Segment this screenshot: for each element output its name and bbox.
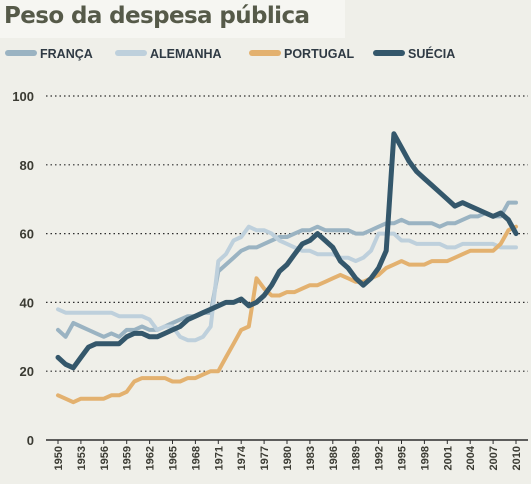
y-tick-label: 100 xyxy=(12,89,34,104)
x-tick-label: 1989 xyxy=(351,446,363,470)
legend-label-suécia: SUÉCIA xyxy=(408,46,455,61)
y-axis-ticks: 0 20 40 60 80 100 xyxy=(12,89,34,448)
x-tick-label: 1986 xyxy=(328,446,340,470)
x-tick-label: 1974 xyxy=(236,445,248,470)
gridlines xyxy=(46,95,528,441)
x-tick-label: 1977 xyxy=(259,446,271,470)
series-line-portugal xyxy=(56,224,518,405)
y-tick-label: 0 xyxy=(27,433,34,448)
title-band xyxy=(0,0,345,38)
legend-label-portugal: PORTUGAL xyxy=(284,47,355,61)
x-tick-label: 1959 xyxy=(122,446,134,470)
series-line-alemanha xyxy=(56,224,518,343)
legend-label-alemanha: ALEMANHA xyxy=(150,47,222,61)
x-tick-label: 1953 xyxy=(76,446,88,470)
x-axis-ticks: 1950 1953 1956 1959 1962 1965 1968 1971 1974 1977… xyxy=(53,440,523,470)
x-tick-label: 1998 xyxy=(419,446,431,470)
y-tick-label: 80 xyxy=(20,158,34,173)
x-tick-label: 1980 xyxy=(282,446,294,470)
y-tick-label: 20 xyxy=(20,364,34,379)
x-tick-label: 1968 xyxy=(190,446,202,470)
x-tick-label: 1983 xyxy=(305,446,317,470)
y-tick-label: 60 xyxy=(20,227,34,242)
x-tick-label: 1971 xyxy=(213,446,225,470)
x-tick-label: 1992 xyxy=(374,446,386,470)
x-tick-label: 2007 xyxy=(488,446,500,470)
legend-label-frança: FRANÇA xyxy=(40,47,93,61)
series-line-frança xyxy=(56,200,518,339)
x-tick-label: 1962 xyxy=(145,446,157,470)
x-tick-label: 2001 xyxy=(442,446,454,470)
x-tick-label: 1956 xyxy=(99,446,111,470)
legend: FRANÇA ALEMANHA PORTUGAL SUÉCIA xyxy=(5,46,455,61)
x-tick-label: 1950 xyxy=(53,446,65,470)
series-line-suécia xyxy=(55,131,519,371)
y-tick-label: 40 xyxy=(20,295,34,310)
x-tick-label: 1995 xyxy=(397,446,409,470)
x-tick-label: 1965 xyxy=(168,446,180,470)
chart-title: Peso da despesa pública xyxy=(4,3,310,29)
x-tick-label: 2004 xyxy=(465,445,477,470)
series-lines xyxy=(55,131,519,405)
x-tick-label: 2010 xyxy=(511,446,523,470)
